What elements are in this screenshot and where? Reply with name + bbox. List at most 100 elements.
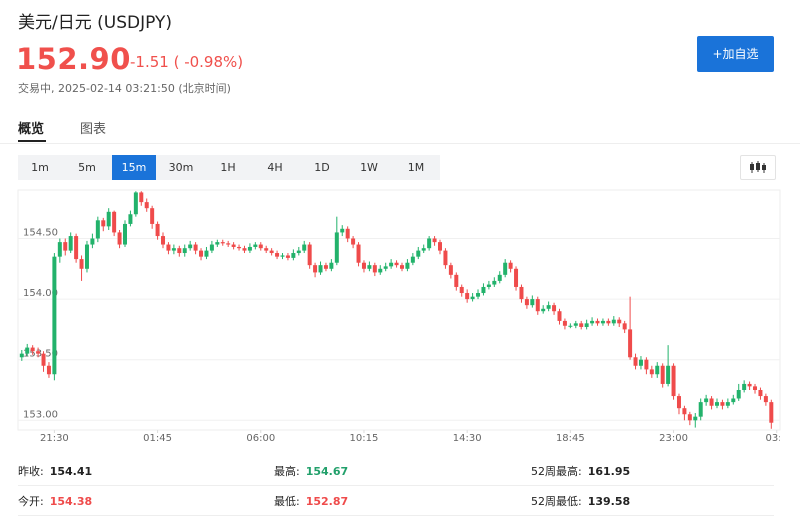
candle-body [427,238,432,249]
candle-body [421,248,426,251]
candle-body [161,236,166,245]
candle-body [133,192,138,215]
candle-body [285,255,290,258]
tab[interactable]: 概览 [18,122,45,137]
candle-body [41,353,46,366]
candle-body [546,305,551,309]
candle-body [101,220,106,227]
candle-body [600,320,605,324]
candle-body [264,248,269,251]
candle-body [394,262,399,266]
candle-body [416,250,421,257]
interval-button[interactable]: 5m [78,161,96,174]
candle-body [340,228,345,233]
interval-button[interactable]: 1M [407,161,425,174]
candle-body [188,244,193,249]
candle-body [552,305,557,312]
candle-body [30,347,35,352]
candle-body [351,238,356,245]
candle-body [356,244,361,263]
candle-body [432,238,437,243]
candle-body [763,396,768,403]
interval-button[interactable]: 1D [314,161,330,174]
plot-frame [17,189,781,431]
candle-body [497,274,502,281]
change: -1.51 ( -0.98%) [130,53,244,71]
candle-body [579,323,584,327]
candle-body [617,319,622,324]
candle-body [693,416,698,421]
candle-body [405,262,410,269]
candle-body [448,265,453,275]
candle-body [666,365,671,384]
chart-type-button[interactable] [740,155,776,180]
candle-body [302,244,307,251]
stat-value: 161.95 [587,465,631,478]
candle-body [476,293,481,297]
candle-body [117,232,122,245]
candle-body [584,323,589,327]
candle-body [758,390,763,397]
stat: 52周最低: 139.58 [531,493,630,509]
stat-label: 52周最高: [531,465,582,478]
title: 美元/日元 (USDJPY) [18,13,172,33]
candle-body [112,211,117,233]
candle-body [345,228,350,239]
candle-body [199,250,204,257]
candle-body [410,256,415,263]
interval-button[interactable]: 30m [168,161,194,174]
candle-body [329,262,334,269]
stat-value: 139.58 [587,495,631,508]
candle-body [438,242,443,251]
interval-button[interactable]: 1m [31,161,49,174]
candle-body [313,265,318,273]
candle-body [628,329,633,358]
candle-body [562,320,567,326]
icon [750,161,766,173]
candle-body [524,299,529,306]
watch-button[interactable]: +加自选 [697,36,774,72]
candle-body [171,248,176,251]
candle-body [57,242,62,257]
candle-body [443,250,448,266]
candle-body [508,262,513,269]
candle-body [253,244,258,247]
interval-button[interactable]: 4H [267,161,283,174]
candle-body [568,325,573,327]
y-tick-label: 154.00 [23,288,58,299]
candle-body [307,244,312,266]
stat: 最低: 152.87 [274,493,348,509]
stat-value: 154.41 [49,465,93,478]
stat: 今开: 154.38 [18,493,92,509]
interval-button[interactable]: 15m [112,155,156,180]
interval-button[interactable]: 1H [220,161,236,174]
y-tick-label: 154.50 [23,227,58,238]
candle-body [150,208,155,224]
candle-body [36,351,41,354]
interval-button[interactable]: 1W [360,161,378,174]
candle-body [736,390,741,399]
tab[interactable]: 图表 [80,122,107,137]
candle-body [95,220,100,239]
stat-value: 154.67 [305,465,349,478]
status: 交易中, 2025-02-14 03:21:50 (北京时间) [18,82,231,95]
candle-body [470,296,475,300]
candle-body [334,232,339,263]
candle-body [258,244,263,249]
candle-body [573,323,578,326]
candle-body [280,255,285,257]
divider [18,515,774,516]
candle-body [514,268,519,287]
x-tick-label: 21:30 [40,433,69,444]
stat-label: 昨收: [18,465,44,478]
candle-body [519,286,524,300]
stat: 最高: 154.67 [274,463,348,479]
candle-body [725,402,730,406]
x-tick-label: 01:45 [143,433,172,444]
candle-body [79,259,84,269]
candle-body [720,402,725,406]
candle-body [177,248,182,254]
candle-body [193,244,198,251]
